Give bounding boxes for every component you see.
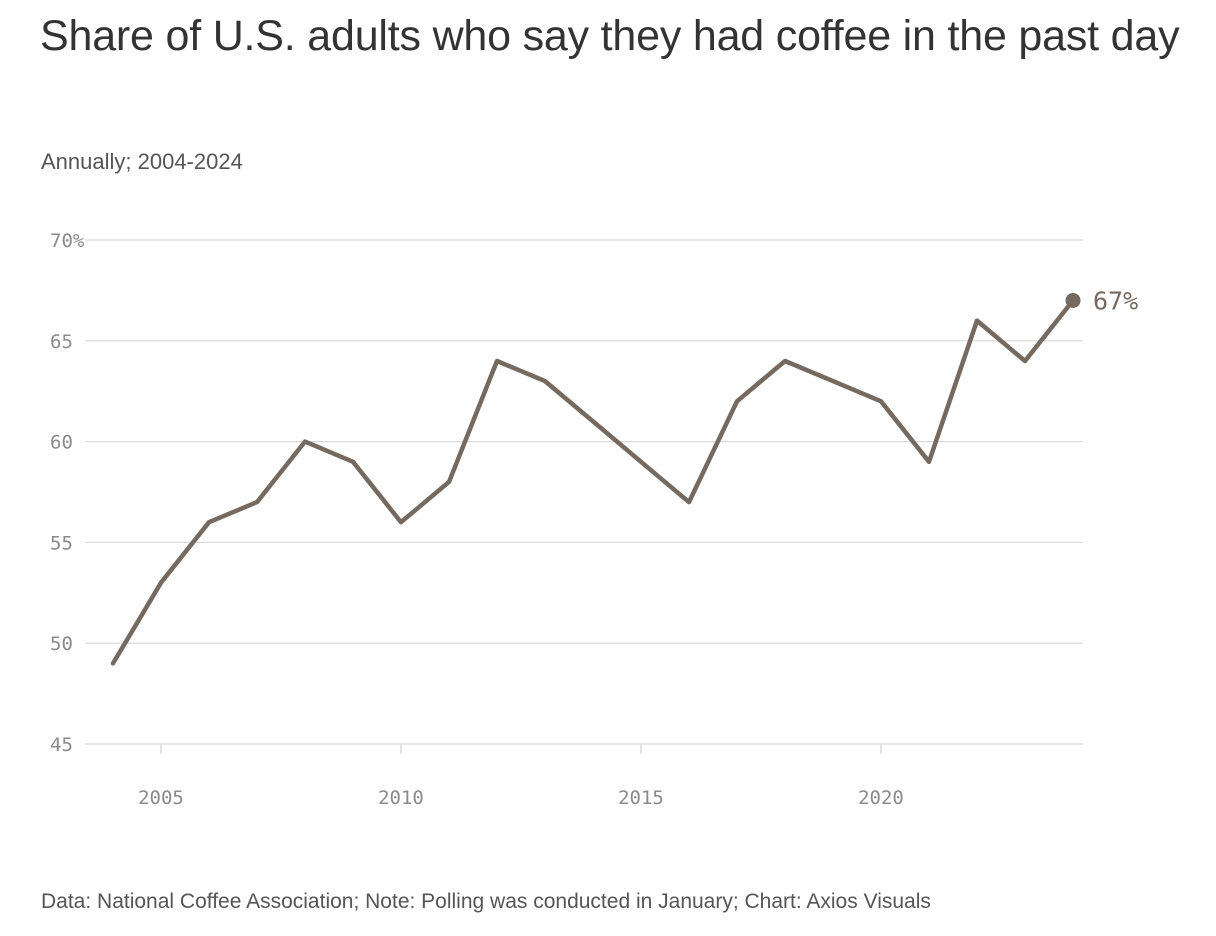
data-point-2015 [639, 460, 643, 464]
data-point-2014 [591, 419, 595, 423]
data-point-2023 [1023, 359, 1027, 363]
data-point-2018 [783, 359, 787, 363]
data-point-2007 [255, 500, 259, 504]
data-point-2019 [831, 379, 835, 383]
line-chart: 45 50 55 60 65 70% 2005 2010 2015 2020 67% [50, 230, 1138, 809]
data-point-2008 [303, 440, 307, 444]
data-point-2009 [351, 460, 355, 464]
x-axis-tick-marks [160, 744, 882, 754]
chart-subtitle: Annually; 2004-2024 [41, 149, 243, 174]
y-tick-label-55: 55 [50, 532, 73, 554]
x-tick-label-2005: 2005 [138, 787, 184, 809]
chart-source-note: Data: National Coffee Association; Note:… [41, 890, 931, 913]
x-tick-label-2010: 2010 [378, 787, 424, 809]
data-point-2006 [207, 520, 211, 524]
gridlines [85, 239, 1083, 745]
x-axis-tick-labels: 2005 2010 2015 2020 [138, 787, 904, 809]
data-point-2011 [447, 480, 451, 484]
y-axis-tick-labels: 45 50 55 60 65 70% [50, 230, 85, 756]
data-point-2016 [687, 500, 691, 504]
y-tick-label-65: 65 [50, 331, 73, 353]
data-point-2010 [399, 520, 403, 524]
data-point-2005 [159, 581, 163, 585]
y-tick-label-70: 70% [50, 230, 85, 252]
y-tick-label-45: 45 [50, 734, 73, 756]
end-value-label: 67% [1093, 286, 1138, 315]
data-point-2017 [735, 399, 739, 403]
data-point-2004 [111, 661, 115, 665]
series-line-0 [110, 298, 1076, 666]
x-tick-label-2020: 2020 [858, 787, 904, 809]
end-point-marker [1065, 292, 1081, 308]
chart-title: Share of U.S. adults who say they had co… [40, 12, 1180, 60]
data-points: 67% [111, 286, 1138, 665]
y-tick-label-60: 60 [50, 432, 73, 454]
data-point-2020 [879, 399, 883, 403]
data-point-2013 [543, 379, 547, 383]
series-layer [110, 298, 1076, 666]
y-tick-label-50: 50 [50, 633, 73, 655]
x-tick-label-2015: 2015 [618, 787, 664, 809]
data-point-2022 [975, 319, 979, 323]
data-point-2021 [927, 460, 931, 464]
data-point-2012 [495, 359, 499, 363]
